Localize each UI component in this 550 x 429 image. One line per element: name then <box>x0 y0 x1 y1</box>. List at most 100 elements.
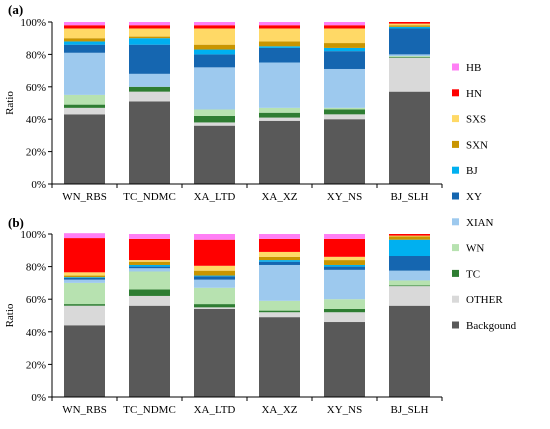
bar-segment-backgound <box>129 305 170 397</box>
bar-segment-xy <box>259 47 300 63</box>
bar-segment-xy <box>129 266 170 269</box>
bar-segment-wn <box>259 107 300 113</box>
bar-segment-sxs <box>194 265 235 271</box>
bar-segment-hb <box>194 234 235 240</box>
bar-segment-bj <box>324 264 365 267</box>
bar-segment-other <box>64 107 105 115</box>
bar-segment-xy <box>389 28 430 55</box>
bar-segment-wn <box>389 280 430 286</box>
category-label: WN_RBS <box>62 404 107 416</box>
bar-segment-sxn <box>259 256 300 261</box>
bar-segment-xy <box>129 44 170 74</box>
bar-segment-xian <box>259 264 300 301</box>
bar-segment-hb <box>129 234 170 239</box>
bar-segment-sxn <box>324 260 365 265</box>
bar-segment-xian <box>129 268 170 272</box>
bar-segment-bj <box>194 49 235 55</box>
bar-segment-sxn <box>259 41 300 47</box>
bar-segment-sxs <box>259 251 300 257</box>
bar-segment-xian <box>129 73 170 87</box>
legend-label: OTHER <box>466 294 503 306</box>
bar-segment-xian <box>64 52 105 95</box>
bar-segment-sxs <box>259 28 300 42</box>
y-tick-label: 40% <box>26 327 46 339</box>
bar-segment-bj <box>389 239 430 257</box>
bar-segment-sxn <box>389 25 430 27</box>
category-label: XA_XZ <box>261 404 297 416</box>
bar-segment-xy <box>389 256 430 271</box>
bar-segment-sxs <box>194 28 235 45</box>
legend-swatch-backgound <box>452 321 459 329</box>
bar-segment-hn <box>324 25 365 29</box>
legend-label: HB <box>466 62 481 74</box>
bar-segment-sxs <box>324 28 365 44</box>
bar-segment-hn <box>259 238 300 252</box>
y-tick-label: 0% <box>31 392 46 404</box>
bar-segment-xy <box>64 44 105 53</box>
bar-segment-bj <box>194 275 235 277</box>
legend-swatch-sxs <box>452 115 459 123</box>
bar-segment-backgound <box>389 91 430 184</box>
bar-segment-sxn <box>64 275 105 278</box>
bar-segment-other <box>194 307 235 309</box>
bar-segment-bj <box>324 47 365 52</box>
legend-label: Backgound <box>466 320 517 332</box>
bar-segment-tc <box>259 112 300 118</box>
bar-segment-wn <box>64 94 105 105</box>
legend-label: SXS <box>466 114 486 126</box>
bar-segment-hn <box>194 25 235 29</box>
bar-segment-backgound <box>324 322 365 397</box>
legend-label: SXN <box>466 139 488 151</box>
bar-segment-hn <box>194 239 235 266</box>
legend-swatch-bj <box>452 166 459 174</box>
y-tick-label: 20% <box>26 147 46 159</box>
bar-segment-xian <box>389 270 430 281</box>
category-label: XA_XZ <box>261 191 297 203</box>
bar-segment-sxn <box>389 236 430 240</box>
bar-segment-wn <box>194 287 235 305</box>
legend-swatch-tc <box>452 269 459 277</box>
bar-segment-bj <box>259 260 300 262</box>
y-tick-label: 0% <box>31 179 46 191</box>
bar-segment-sxn <box>324 43 365 48</box>
bar-segment-tc <box>324 109 365 115</box>
bar-segment-hn <box>324 238 365 257</box>
bar-segment-backgound <box>194 125 235 184</box>
bar-segment-wn <box>389 56 430 57</box>
bar-segment-sxs <box>129 260 170 262</box>
category-label: XA_LTD <box>194 404 236 416</box>
bar-segment-sxs <box>64 28 105 39</box>
bar-segment-sxs <box>129 28 170 37</box>
bar-segment-xian <box>389 54 430 57</box>
bar-segment-wn <box>259 300 300 311</box>
bar-segment-tc <box>194 115 235 123</box>
bar-segment-other <box>324 312 365 323</box>
bar-segment-bj <box>389 26 430 29</box>
y-tick-label: 80% <box>26 49 46 61</box>
bar-segment-other <box>64 305 105 326</box>
bar-segment-wn <box>129 271 170 290</box>
legend-label: WN <box>466 243 484 255</box>
bar-segment-backgound <box>259 120 300 184</box>
bar-segment-hn <box>129 238 170 261</box>
legend-swatch-hn <box>452 89 459 97</box>
panel-label: (b) <box>8 215 24 230</box>
bar-segment-other <box>259 312 300 318</box>
bar-segment-hb <box>64 233 105 239</box>
y-tick-label: 60% <box>26 294 46 306</box>
bar-segment-sxn <box>129 36 170 39</box>
bar-segment-sxn <box>129 261 170 265</box>
bar-segment-wn <box>194 109 235 116</box>
bar-segment-sxn <box>64 38 105 42</box>
bar-segment-tc <box>129 289 170 296</box>
bar-segment-bj <box>259 46 300 48</box>
bar-segment-hn <box>129 25 170 29</box>
bar-segment-wn <box>324 299 365 309</box>
y-tick-label: 100% <box>20 17 46 29</box>
legend-swatch-other <box>452 295 459 303</box>
bar-segment-xian <box>259 62 300 108</box>
category-label: XY_NS <box>327 191 362 203</box>
bar-segment-tc <box>259 310 300 313</box>
